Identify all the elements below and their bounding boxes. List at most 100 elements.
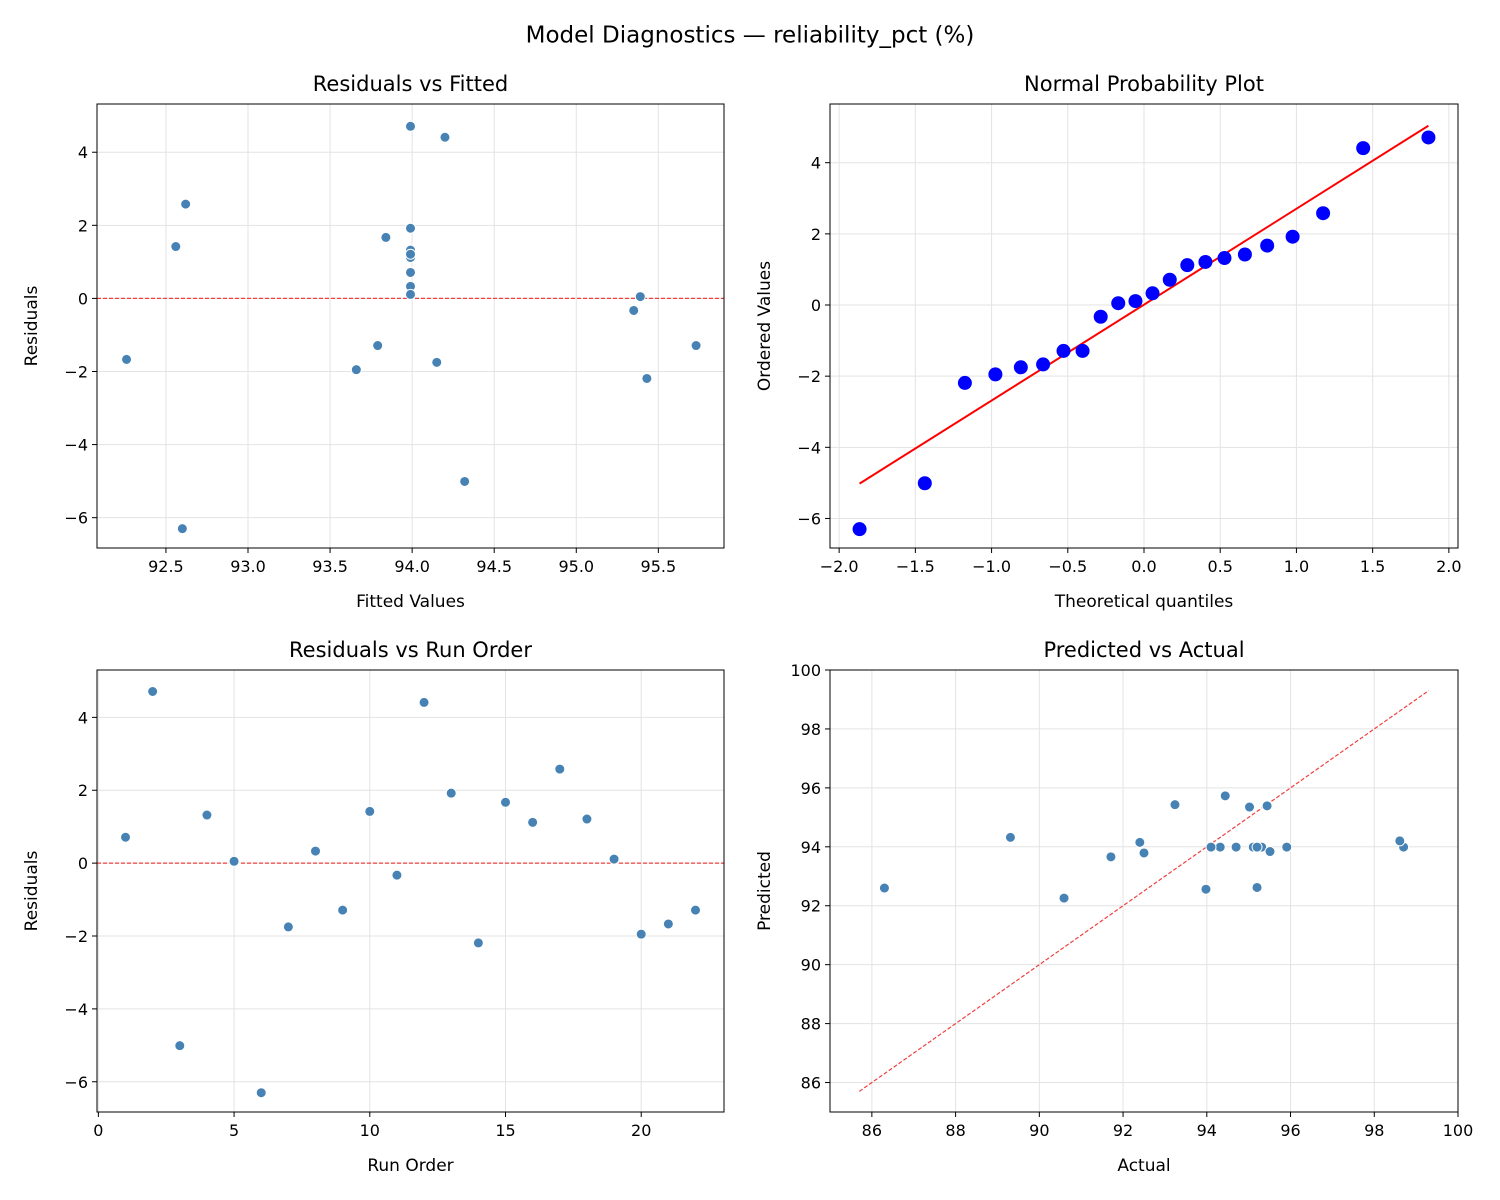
point (634, 291, 646, 303)
point (405, 266, 416, 278)
point (635, 928, 647, 940)
y-tick-label: 98 (801, 720, 821, 739)
y-axis-label: Residuals (22, 851, 42, 932)
point (445, 787, 457, 799)
point (1138, 847, 1150, 859)
point (405, 288, 416, 300)
y-tick-label: 92 (801, 897, 821, 916)
point (1075, 343, 1090, 358)
y-tick-label: 88 (801, 1015, 821, 1034)
point (662, 918, 674, 930)
y-tick-label: 96 (801, 779, 821, 798)
point (1285, 229, 1300, 244)
point (1058, 892, 1070, 904)
point (1394, 835, 1406, 847)
x-tick-label: 20 (631, 1121, 651, 1140)
point (176, 523, 188, 535)
x-axis-label: Actual (1117, 1156, 1170, 1176)
point (391, 869, 403, 881)
point (405, 222, 416, 234)
y-tick-label: 90 (801, 956, 821, 975)
point (1261, 800, 1273, 812)
axes-frame (96, 669, 725, 1113)
point (1036, 357, 1051, 372)
point (228, 855, 240, 867)
y-tick-label: 0 (811, 296, 821, 315)
point (554, 763, 566, 775)
x-tick-label: 94.5 (476, 557, 512, 576)
x-tick-label: 93.5 (312, 557, 348, 576)
x-tick-label: 1.0 (1284, 557, 1309, 576)
y-tick-label: −4 (64, 436, 88, 455)
y-tick-label: 4 (78, 708, 88, 727)
point (1200, 883, 1212, 895)
point (1281, 841, 1293, 853)
point (581, 813, 593, 825)
x-tick-label: −1.0 (972, 557, 1011, 576)
y-tick-label: 2 (78, 781, 88, 800)
point (1198, 254, 1213, 269)
point (405, 120, 416, 132)
point (608, 853, 620, 865)
x-axis-label: Fitted Values (356, 592, 465, 612)
y-tick-label: 86 (801, 1074, 821, 1093)
point (439, 131, 451, 143)
y-tick-label: −6 (797, 509, 821, 528)
point (690, 340, 702, 352)
x-tick-label: 100 (1443, 1121, 1474, 1140)
point (527, 816, 539, 828)
x-tick-label: 10 (360, 1121, 380, 1140)
x-tick-label: 1.5 (1360, 557, 1385, 576)
y-axis-label: Ordered Values (755, 261, 775, 391)
point (350, 364, 362, 376)
point (1244, 801, 1256, 813)
x-tick-label: 90 (1029, 1121, 1049, 1140)
point (1356, 141, 1371, 156)
point (1111, 296, 1126, 311)
point (690, 904, 701, 916)
point (1056, 343, 1071, 358)
point (1004, 831, 1016, 843)
x-tick-label: 0 (93, 1121, 103, 1140)
point (380, 231, 392, 243)
point (1260, 238, 1275, 253)
y-tick-label: 94 (801, 838, 821, 857)
x-axis-label: Run Order (367, 1156, 453, 1176)
point (418, 696, 430, 708)
point (1128, 294, 1143, 309)
point (1180, 258, 1195, 273)
y-axis-label: Residuals (22, 286, 42, 367)
point (431, 356, 443, 368)
x-tick-label: 15 (495, 1121, 515, 1140)
y-tick-label: −2 (64, 927, 88, 946)
x-tick-label: 5 (229, 1121, 239, 1140)
point (310, 845, 321, 857)
point (180, 198, 192, 210)
point (1251, 881, 1263, 893)
point (1205, 841, 1217, 853)
point (917, 476, 932, 491)
point (1013, 360, 1028, 375)
point (1093, 309, 1108, 324)
point (1134, 836, 1146, 848)
y-tick-label: −4 (64, 1000, 88, 1019)
x-tick-label: −1.5 (896, 557, 935, 576)
y-tick-label: 2 (811, 225, 821, 244)
subplot-title: Residuals vs Fitted (313, 72, 508, 96)
point (1105, 851, 1117, 863)
fit-line (859, 124, 1429, 485)
point (121, 353, 133, 365)
x-tick-label: −0.5 (1048, 557, 1087, 576)
y-tick-label: −6 (64, 509, 88, 528)
y-tick-label: 4 (811, 154, 821, 173)
point (201, 809, 213, 821)
figure-title: Model Diagnostics — reliability_pct (%) (526, 23, 975, 49)
axes-frame (829, 103, 1459, 549)
x-tick-label: 94.0 (394, 557, 430, 576)
point (147, 685, 159, 697)
axes-frame (829, 669, 1459, 1113)
identity-line (858, 690, 1430, 1092)
point (1169, 799, 1181, 811)
y-tick-label: 0 (78, 854, 88, 873)
